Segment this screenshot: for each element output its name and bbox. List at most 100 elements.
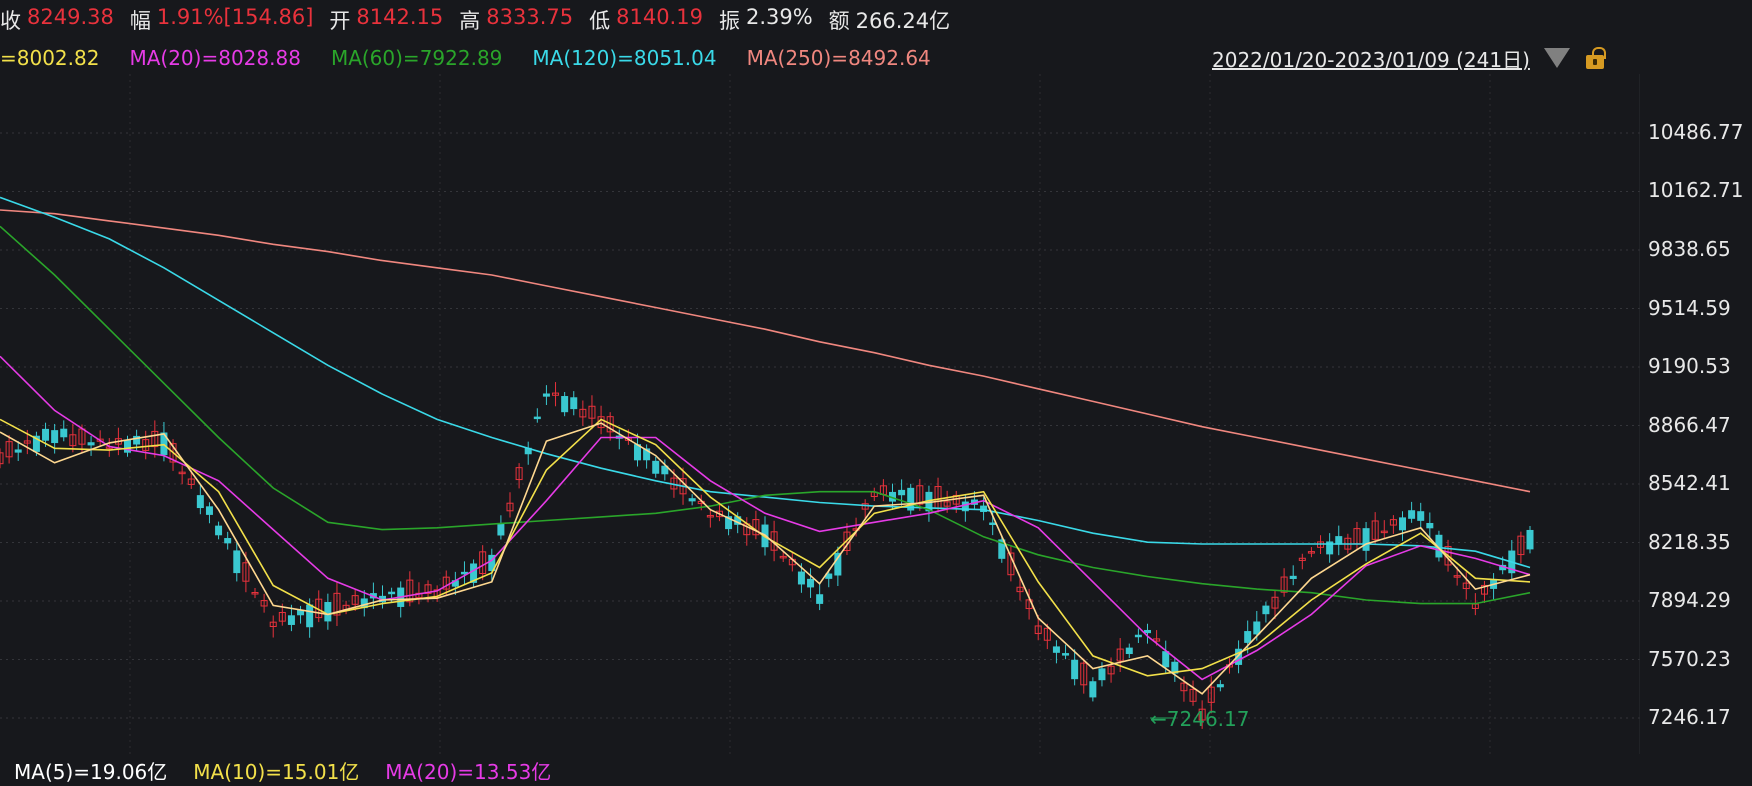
close-label: 收 — [0, 9, 21, 33]
candle-body — [816, 594, 824, 604]
candle-body — [1162, 651, 1170, 668]
candle-body — [14, 449, 22, 453]
candle-body — [506, 502, 514, 512]
candle-body — [1043, 627, 1051, 641]
candle-body — [1307, 551, 1315, 554]
candle-body — [5, 441, 13, 458]
candle-body — [688, 498, 696, 502]
candle-body — [497, 523, 505, 536]
change-label: 幅 — [129, 9, 151, 33]
lock-icon[interactable] — [1584, 47, 1606, 69]
candle-body — [1453, 575, 1461, 578]
candle-body — [1480, 584, 1488, 595]
y-tick: 7570.23 — [1648, 647, 1731, 671]
candle-body — [260, 600, 268, 607]
candle-body — [552, 392, 560, 396]
candle-body — [579, 408, 587, 418]
open-label: 开 — [329, 9, 351, 33]
candle-body — [1016, 586, 1024, 593]
low-label: 低 — [589, 9, 611, 33]
candle-body — [1380, 530, 1388, 534]
candle-body — [1526, 529, 1534, 550]
candle-body — [998, 539, 1006, 559]
candle-body — [715, 510, 723, 518]
candle-body — [269, 621, 277, 628]
candle-body — [479, 551, 487, 574]
candle-body — [1034, 625, 1042, 635]
series-line-ma250 — [0, 209, 1531, 493]
candle-body — [943, 501, 951, 507]
candle-body — [87, 442, 95, 446]
candle-body — [1107, 665, 1115, 675]
candle-body — [1089, 681, 1097, 698]
candle-body — [916, 485, 924, 505]
candle-body — [1080, 662, 1088, 686]
close-value: 8249.38 — [27, 5, 114, 29]
candle-body — [388, 591, 396, 595]
quote-header: 收 8249.38 幅 1.91%[154.86] 开 8142.15 高 8333.7… — [0, 0, 1752, 40]
y-tick: 8218.35 — [1648, 530, 1731, 554]
low-value: 8140.19 — [616, 5, 703, 29]
ma-legend: =8002.82 MA(20)=8028.88 MA(60)=7922.89 M… — [0, 42, 1752, 74]
candle-body — [1399, 517, 1406, 531]
candle-body — [23, 440, 31, 444]
candle-body — [1189, 688, 1197, 702]
candle-body — [42, 428, 50, 441]
candle-body — [351, 595, 359, 605]
candle-body — [1180, 682, 1188, 692]
candle-body — [1417, 511, 1425, 521]
candle-body — [1362, 528, 1370, 551]
candle-body — [1326, 541, 1334, 555]
candle-body — [151, 430, 159, 448]
candle-body — [233, 550, 241, 574]
candle-body — [187, 478, 195, 485]
y-tick: 7894.29 — [1648, 588, 1731, 612]
candle-body — [215, 525, 223, 536]
candle-body — [907, 487, 915, 511]
candle-body — [515, 467, 523, 481]
candle-body — [1280, 576, 1288, 593]
candle-body — [542, 393, 550, 397]
date-range-link[interactable]: 2022/01/20-2023/01/09 (241日) — [1212, 47, 1530, 72]
series-line-ma5 — [0, 422, 1531, 695]
candle-body — [652, 460, 660, 474]
candle-body — [32, 435, 40, 452]
candle-body — [807, 578, 815, 588]
candle-body — [196, 495, 204, 509]
amplitude-label: 振 — [718, 9, 740, 33]
dropdown-triangle-icon[interactable] — [1543, 48, 1570, 68]
ma250-legend: MA(250)=8492.64 — [746, 46, 931, 70]
ma5-legend: =8002.82 — [0, 46, 100, 70]
candle-body — [324, 601, 332, 622]
candle-body — [1371, 520, 1379, 540]
series-line-ma60 — [0, 225, 1531, 605]
candle-body — [424, 584, 432, 594]
candle-body — [0, 452, 4, 465]
price-chart[interactable] — [0, 74, 1640, 754]
candle-body — [1335, 536, 1343, 545]
candle-body — [1198, 708, 1206, 721]
open-value: 8142.15 — [356, 5, 444, 29]
ma60-legend: MA(60)=7922.89 — [330, 46, 503, 70]
candle-body — [588, 405, 596, 419]
candle-body — [706, 514, 714, 518]
candle-body — [1298, 557, 1306, 561]
y-tick: 8866.47 — [1648, 413, 1731, 437]
candle-body — [142, 439, 150, 451]
candle-body — [278, 611, 286, 622]
high-label: 高 — [459, 9, 481, 33]
candle-body — [406, 579, 414, 603]
ma120-legend: MA(120)=8051.04 — [532, 46, 717, 70]
min-price-value: 7246.17 — [1166, 707, 1250, 731]
candle-body — [1207, 686, 1215, 703]
turnover-label: 额 — [828, 9, 850, 33]
candle-body — [834, 552, 842, 576]
candle-body — [1517, 535, 1525, 556]
candle-body — [1052, 646, 1060, 653]
candle-body — [178, 471, 186, 475]
y-tick: 10486.77 — [1648, 120, 1744, 144]
min-price-label: ←7246.17 — [1150, 707, 1250, 731]
ma20-legend: MA(20)=8028.88 — [129, 46, 301, 70]
candle-body — [1426, 522, 1434, 529]
high-value: 8333.75 — [486, 5, 574, 29]
